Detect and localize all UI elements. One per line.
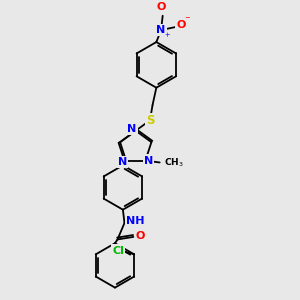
Text: N: N xyxy=(157,25,166,35)
Text: S: S xyxy=(146,114,154,127)
Text: N: N xyxy=(127,124,136,134)
Text: $^-$: $^-$ xyxy=(183,15,191,25)
Text: N: N xyxy=(118,157,127,167)
Text: O: O xyxy=(176,20,186,30)
Text: $^+$: $^+$ xyxy=(163,32,172,42)
Text: CH$_3$: CH$_3$ xyxy=(164,157,184,169)
Text: NH: NH xyxy=(126,216,145,226)
Text: N: N xyxy=(144,156,153,166)
Text: O: O xyxy=(136,231,145,241)
Text: O: O xyxy=(156,2,166,12)
Text: Cl: Cl xyxy=(112,245,124,256)
